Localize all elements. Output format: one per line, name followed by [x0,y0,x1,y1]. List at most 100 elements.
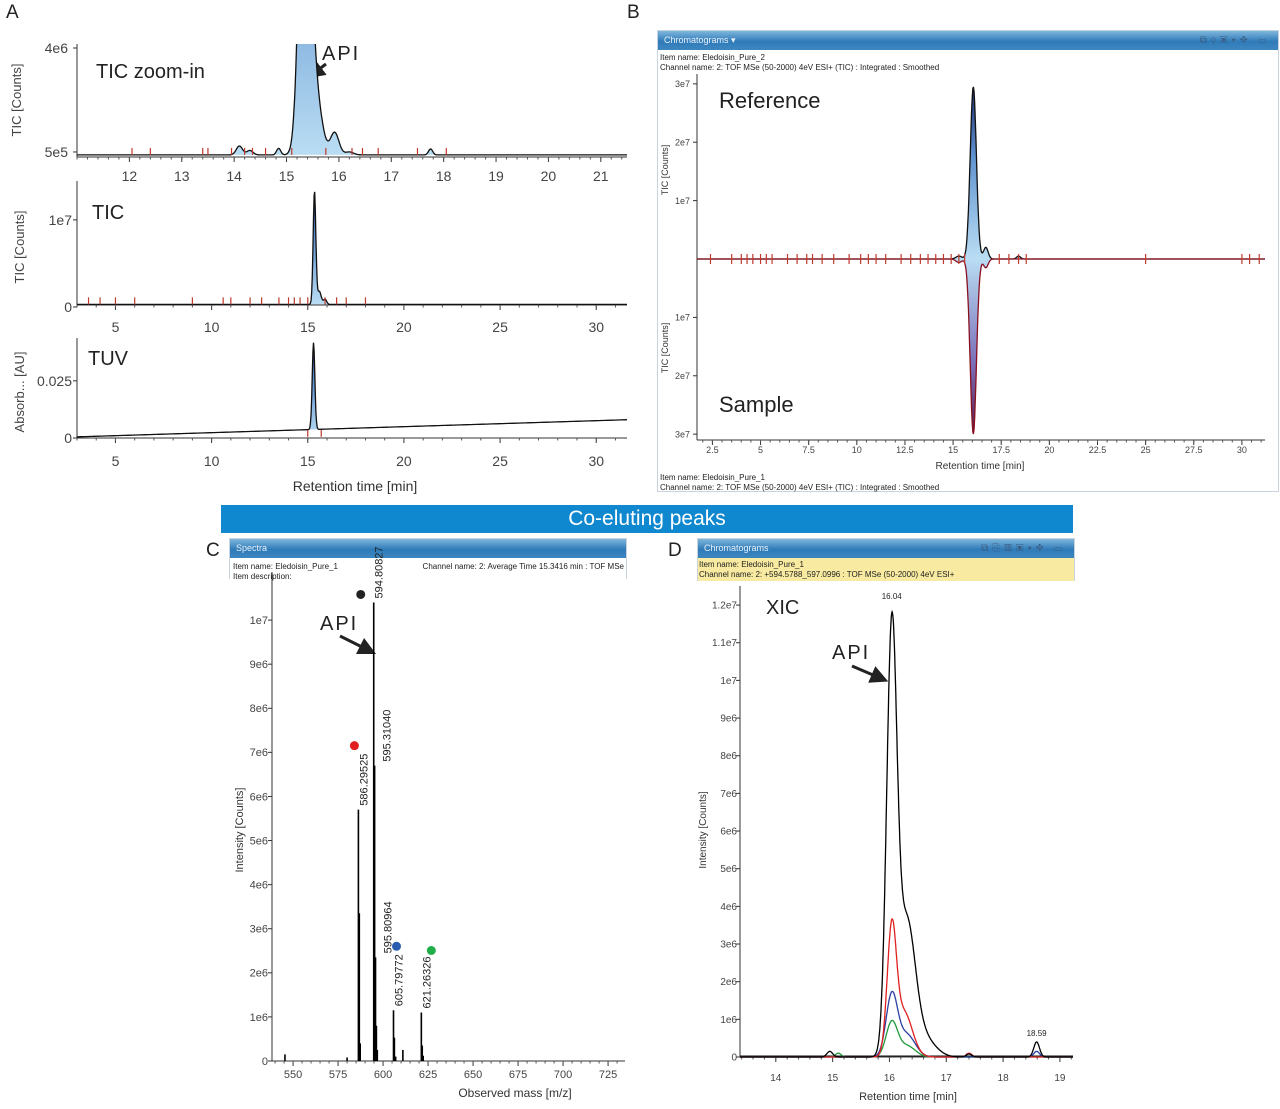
y-axis-label-sample: TIC [Counts] [660,323,670,374]
chart-c-4: 550 575 600 625 650 675 700 725 0 1e6 2e6 3e6 4e6 5e6… [250,546,625,1081]
trace-line [76,342,627,438]
y-tick-label: 4e6 [45,40,69,56]
y-tick-label: 3e6 [720,940,737,951]
y-tick-label: 1e7 [250,615,268,627]
x-tick-label: 30 [588,453,604,469]
y-tick-label: 1e7 [720,676,737,687]
peak-marker-dot [356,589,366,599]
x-axis-label-d: Retention time [min] [859,1091,957,1103]
x-tick-label: 27.5 [1185,445,1203,455]
y-tick-label: 0 [731,1053,737,1064]
y-tick-label: 1.2e7 [712,601,737,612]
x-tick-label: 12 [122,168,138,184]
y-tick-label: 5e6 [720,864,737,875]
toolbar-icons[interactable]: ⧉⎘▦▣▾✥ ▭ [981,543,1066,554]
api-label-a: API [322,43,360,65]
y-tick-label: 4e6 [720,902,737,913]
toolbar-icons[interactable]: ⧉⚲▣▾✥ ▭ [1199,35,1270,46]
x-tick-label: 7.5 [802,445,815,455]
x-tick-label: 25 [492,319,508,335]
tuv-label: TUV [88,348,129,370]
x-tick-label: 20 [541,168,557,184]
x-tick-label: 17 [383,168,399,184]
x-tick-label: 20 [1044,445,1054,455]
y-tick-label: 8e6 [250,703,268,715]
x-tick-label: 20 [396,319,412,335]
x-tick-label: 10 [204,319,220,335]
y-tick-label: 6e6 [720,827,737,838]
trace-line [77,191,627,306]
y-tick-label: 7e6 [720,789,737,800]
peak-mz-label: 605.79772 [394,954,406,1006]
y-tick-label: 9e6 [720,714,737,725]
y-tick-label: 3e7 [675,79,690,89]
channel-name: Channel name: 2: +594.5788_597.0996 : TO… [699,570,955,579]
chromatogram-window-b: Chromatograms ▾ ⧉⚲▣▾✥ ▭ Item name: Eledo… [657,30,1279,492]
x-tick-label: 14 [770,1073,782,1084]
peak-marker-dot [349,741,359,751]
y-tick-label: 1e6 [720,1015,737,1026]
x-tick-label: 16 [331,168,347,184]
y-tick-label: 1e7 [49,212,73,228]
x-tick-label: 25 [1141,445,1151,455]
x-tick-label: 10 [204,453,220,469]
x-tick-label: 19 [488,168,504,184]
y-tick-label: 8e6 [720,751,737,762]
xic-trace [740,990,1073,1058]
spectra-window-c: Spectra Item name: Eledoisin_Pure_1 Item… [229,538,627,581]
y-tick-label: 1e6 [250,1012,268,1024]
y-tick-label: 0.025 [37,373,72,389]
x-axis-label-a: Retention time [min] [293,478,418,494]
x-tick-label: 15 [279,168,295,184]
item-name-bottom: Item name: Eledoisin_Pure_1 [660,473,765,482]
window-title[interactable]: Spectra [236,543,268,553]
item-description: Item description: [233,572,292,581]
x-tick-label: 625 [419,1069,437,1081]
sample-label: Sample [719,392,794,417]
x-tick-label: 16 [884,1073,896,1084]
chart-a-1: 5 10 15 20 25 30 0 1e7 [49,181,627,335]
x-tick-label: 5 [758,445,763,455]
y-axis-label-c: Intensity [Counts] [234,788,246,873]
window-title[interactable]: Chromatograms [704,543,769,553]
y-tick-label: 7e6 [250,747,268,759]
x-tick-label: 2.5 [706,445,719,455]
y-tick-label: 2e6 [250,968,268,980]
tic-label: TIC [92,202,124,224]
x-tick-label: 21 [593,168,609,184]
y-tick-label: 0 [64,430,72,446]
peak-marker-dot [426,946,436,955]
y-tick-label: 0 [262,1056,268,1068]
x-tick-label: 30 [1237,445,1247,455]
y-tick-label: 2e7 [675,137,690,147]
channel-name-bottom: Channel name: 2: TOF MSe (50-2000) 4eV E… [660,483,940,492]
x-tick-label: 30 [588,319,604,335]
panel-letter-c: C [206,540,220,561]
reference-label: Reference [719,88,821,113]
y-tick-label: 5e5 [45,144,69,160]
x-tick-label: 650 [464,1069,482,1081]
x-tick-label: 25 [492,453,508,469]
y-tick-label: 0 [64,299,72,315]
panel-letter-b: B [627,2,640,23]
panel-letter-a: A [6,2,19,23]
x-tick-label: 600 [374,1069,392,1081]
y-axis-label-d: Intensity [Counts] [698,791,709,868]
tic-zoom-in-label: TIC zoom-in [96,61,205,83]
window-title[interactable]: Chromatograms ▾ [664,35,736,45]
y-tick-label: 1e7 [675,313,690,323]
peak-mz-label: 621.26326 [421,957,433,1009]
item-name: Item name: Eledoisin_Pure_2 [660,53,765,62]
y-tick-label: 6e6 [250,791,268,803]
api-label-c: API [320,613,358,635]
x-tick-label: 700 [554,1069,572,1081]
co-eluting-banner: Co-eluting peaks [221,505,1073,533]
peak-area [77,191,627,305]
x-tick-label: 22.5 [1089,445,1107,455]
peak-marker-dot [392,941,402,951]
y-tick-label: 4e6 [250,879,268,891]
x-tick-label: 20 [396,453,412,469]
y-axis-label-tic: TIC [Counts] [12,211,27,284]
